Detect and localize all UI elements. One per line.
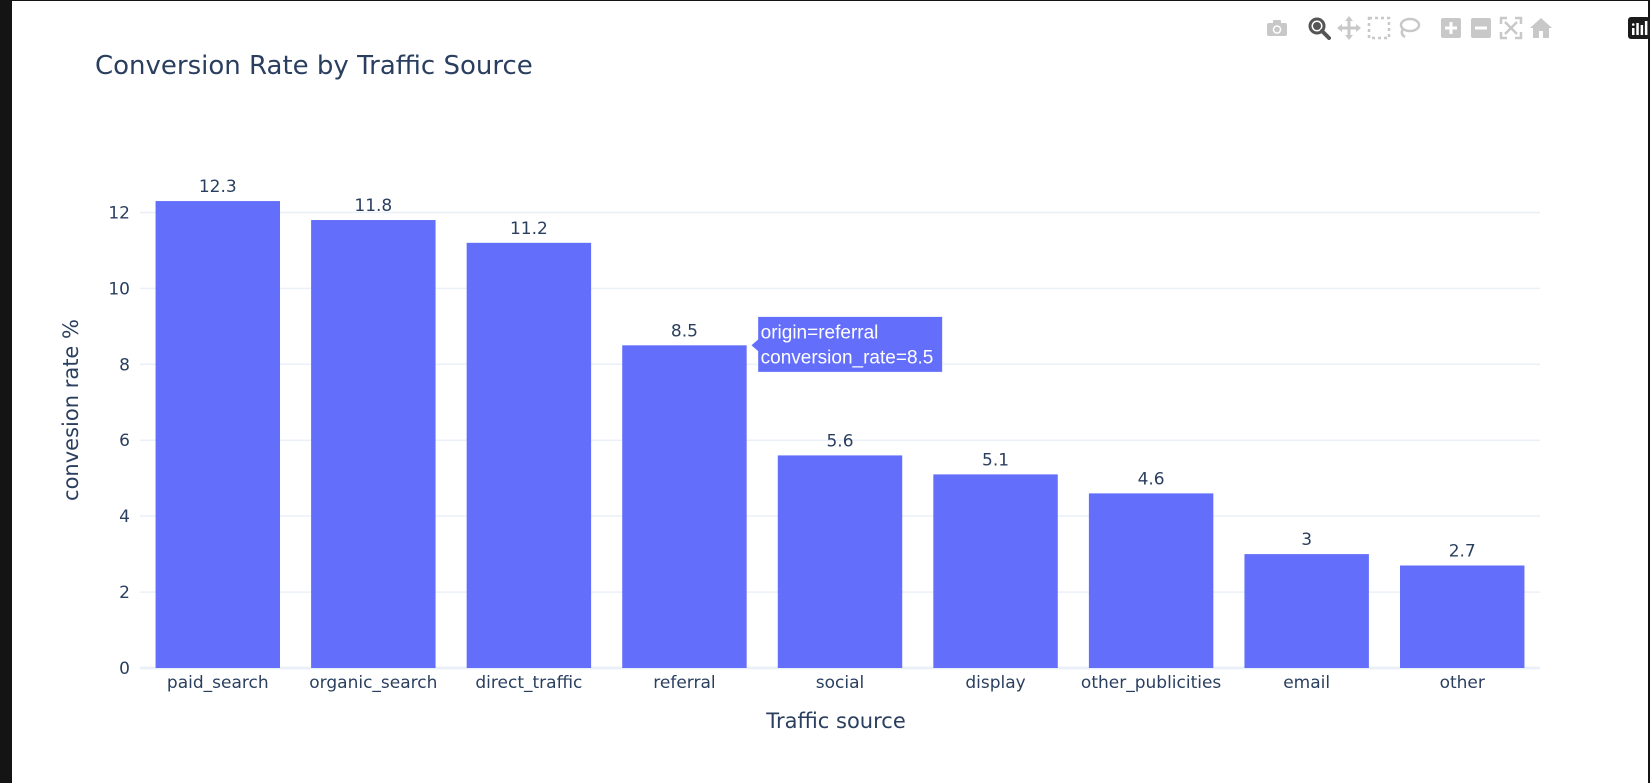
camera-button[interactable]	[1262, 14, 1292, 42]
bar-value-label: 11.8	[354, 196, 392, 216]
y-tick-label: 4	[119, 507, 130, 527]
x-tick-label: paid_search	[167, 673, 269, 693]
autoscale-button[interactable]	[1496, 14, 1526, 42]
zoom-out-icon	[1471, 18, 1491, 38]
bar-organic_search[interactable]	[311, 220, 436, 668]
zoom-in-icon	[1441, 18, 1461, 38]
home-button[interactable]	[1526, 14, 1556, 42]
bar-value-label: 5.6	[826, 431, 853, 451]
bars[interactable]	[155, 201, 1525, 669]
pan-icon	[1337, 16, 1361, 40]
bar-value-label: 4.6	[1138, 469, 1165, 489]
plotly-logo-glyph	[1631, 21, 1648, 35]
hover-line: origin=referral	[761, 322, 879, 343]
zoom-in-button[interactable]	[1436, 14, 1466, 42]
bar-value-label: 3	[1301, 530, 1312, 550]
bar-value-label: 2.7	[1449, 542, 1476, 562]
y-tick-label: 8	[119, 355, 130, 375]
zoom-button[interactable]	[1304, 14, 1334, 42]
bar-other_publicities[interactable]	[1088, 493, 1214, 668]
x-tick-label: referral	[653, 673, 715, 693]
x-tick-label: display	[965, 673, 1025, 693]
zoom-icon	[1308, 17, 1331, 40]
lasso-select-icon	[1399, 17, 1421, 39]
hover-tooltip: origin=referral conversion_rate=8.5	[749, 315, 944, 373]
window-top-edge	[0, 0, 1650, 1]
hover-line: conversion_rate=8.5	[761, 347, 934, 368]
bar-email[interactable]	[1244, 554, 1369, 668]
modebar	[1262, 14, 1556, 42]
x-tick-label: email	[1283, 673, 1330, 693]
pan-button[interactable]	[1334, 14, 1364, 42]
bar-value-label: 12.3	[199, 177, 237, 197]
box-select-button[interactable]	[1364, 14, 1394, 42]
x-tick-label: other	[1440, 673, 1485, 693]
hover-box	[749, 315, 944, 373]
y-tick-label: 2	[119, 583, 130, 603]
camera-icon	[1267, 20, 1287, 36]
chart-title: Conversion Rate by Traffic Source	[95, 51, 533, 81]
bar-display[interactable]	[933, 474, 1058, 668]
y-tick-label: 12	[108, 203, 130, 223]
y-axis-ticks: 0 2 4 6 8 10 12	[108, 203, 130, 679]
bar-value-label: 5.1	[982, 450, 1009, 470]
y-axis-title: convesion rate %	[59, 319, 83, 501]
x-tick-label: other_publicities	[1081, 673, 1222, 693]
window-right-edge	[1648, 0, 1650, 783]
y-tick-label: 6	[119, 431, 130, 451]
bar-other[interactable]	[1400, 565, 1525, 669]
x-axis-ticks: paid_search organic_search direct_traffic r…	[167, 673, 1485, 693]
x-tick-label: social	[816, 673, 864, 693]
x-tick-label: organic_search	[309, 673, 437, 693]
bar-social[interactable]	[777, 455, 903, 668]
bar-labels: 12.3 11.8 11.2 8.5 5.6 5.1 4.6 3 2.7	[199, 177, 1476, 561]
plotly-logo-icon[interactable]	[1628, 17, 1650, 39]
bar-paid_search[interactable]	[155, 201, 280, 669]
x-axis-title: Traffic source	[765, 709, 906, 733]
bar-direct_traffic[interactable]	[466, 242, 592, 668]
autoscale-icon	[1499, 16, 1523, 40]
x-tick-label: direct_traffic	[475, 673, 582, 693]
y-tick-label: 0	[119, 659, 130, 679]
bar-value-label: 8.5	[671, 321, 698, 341]
lasso-select-button[interactable]	[1394, 14, 1424, 42]
home-icon	[1530, 18, 1552, 38]
y-tick-label: 10	[108, 279, 130, 299]
zoom-out-button[interactable]	[1466, 14, 1496, 42]
bar-referral[interactable]	[622, 345, 747, 668]
bar-value-label: 11.2	[510, 219, 548, 239]
box-select-icon	[1367, 16, 1391, 40]
window-left-edge	[0, 0, 12, 783]
